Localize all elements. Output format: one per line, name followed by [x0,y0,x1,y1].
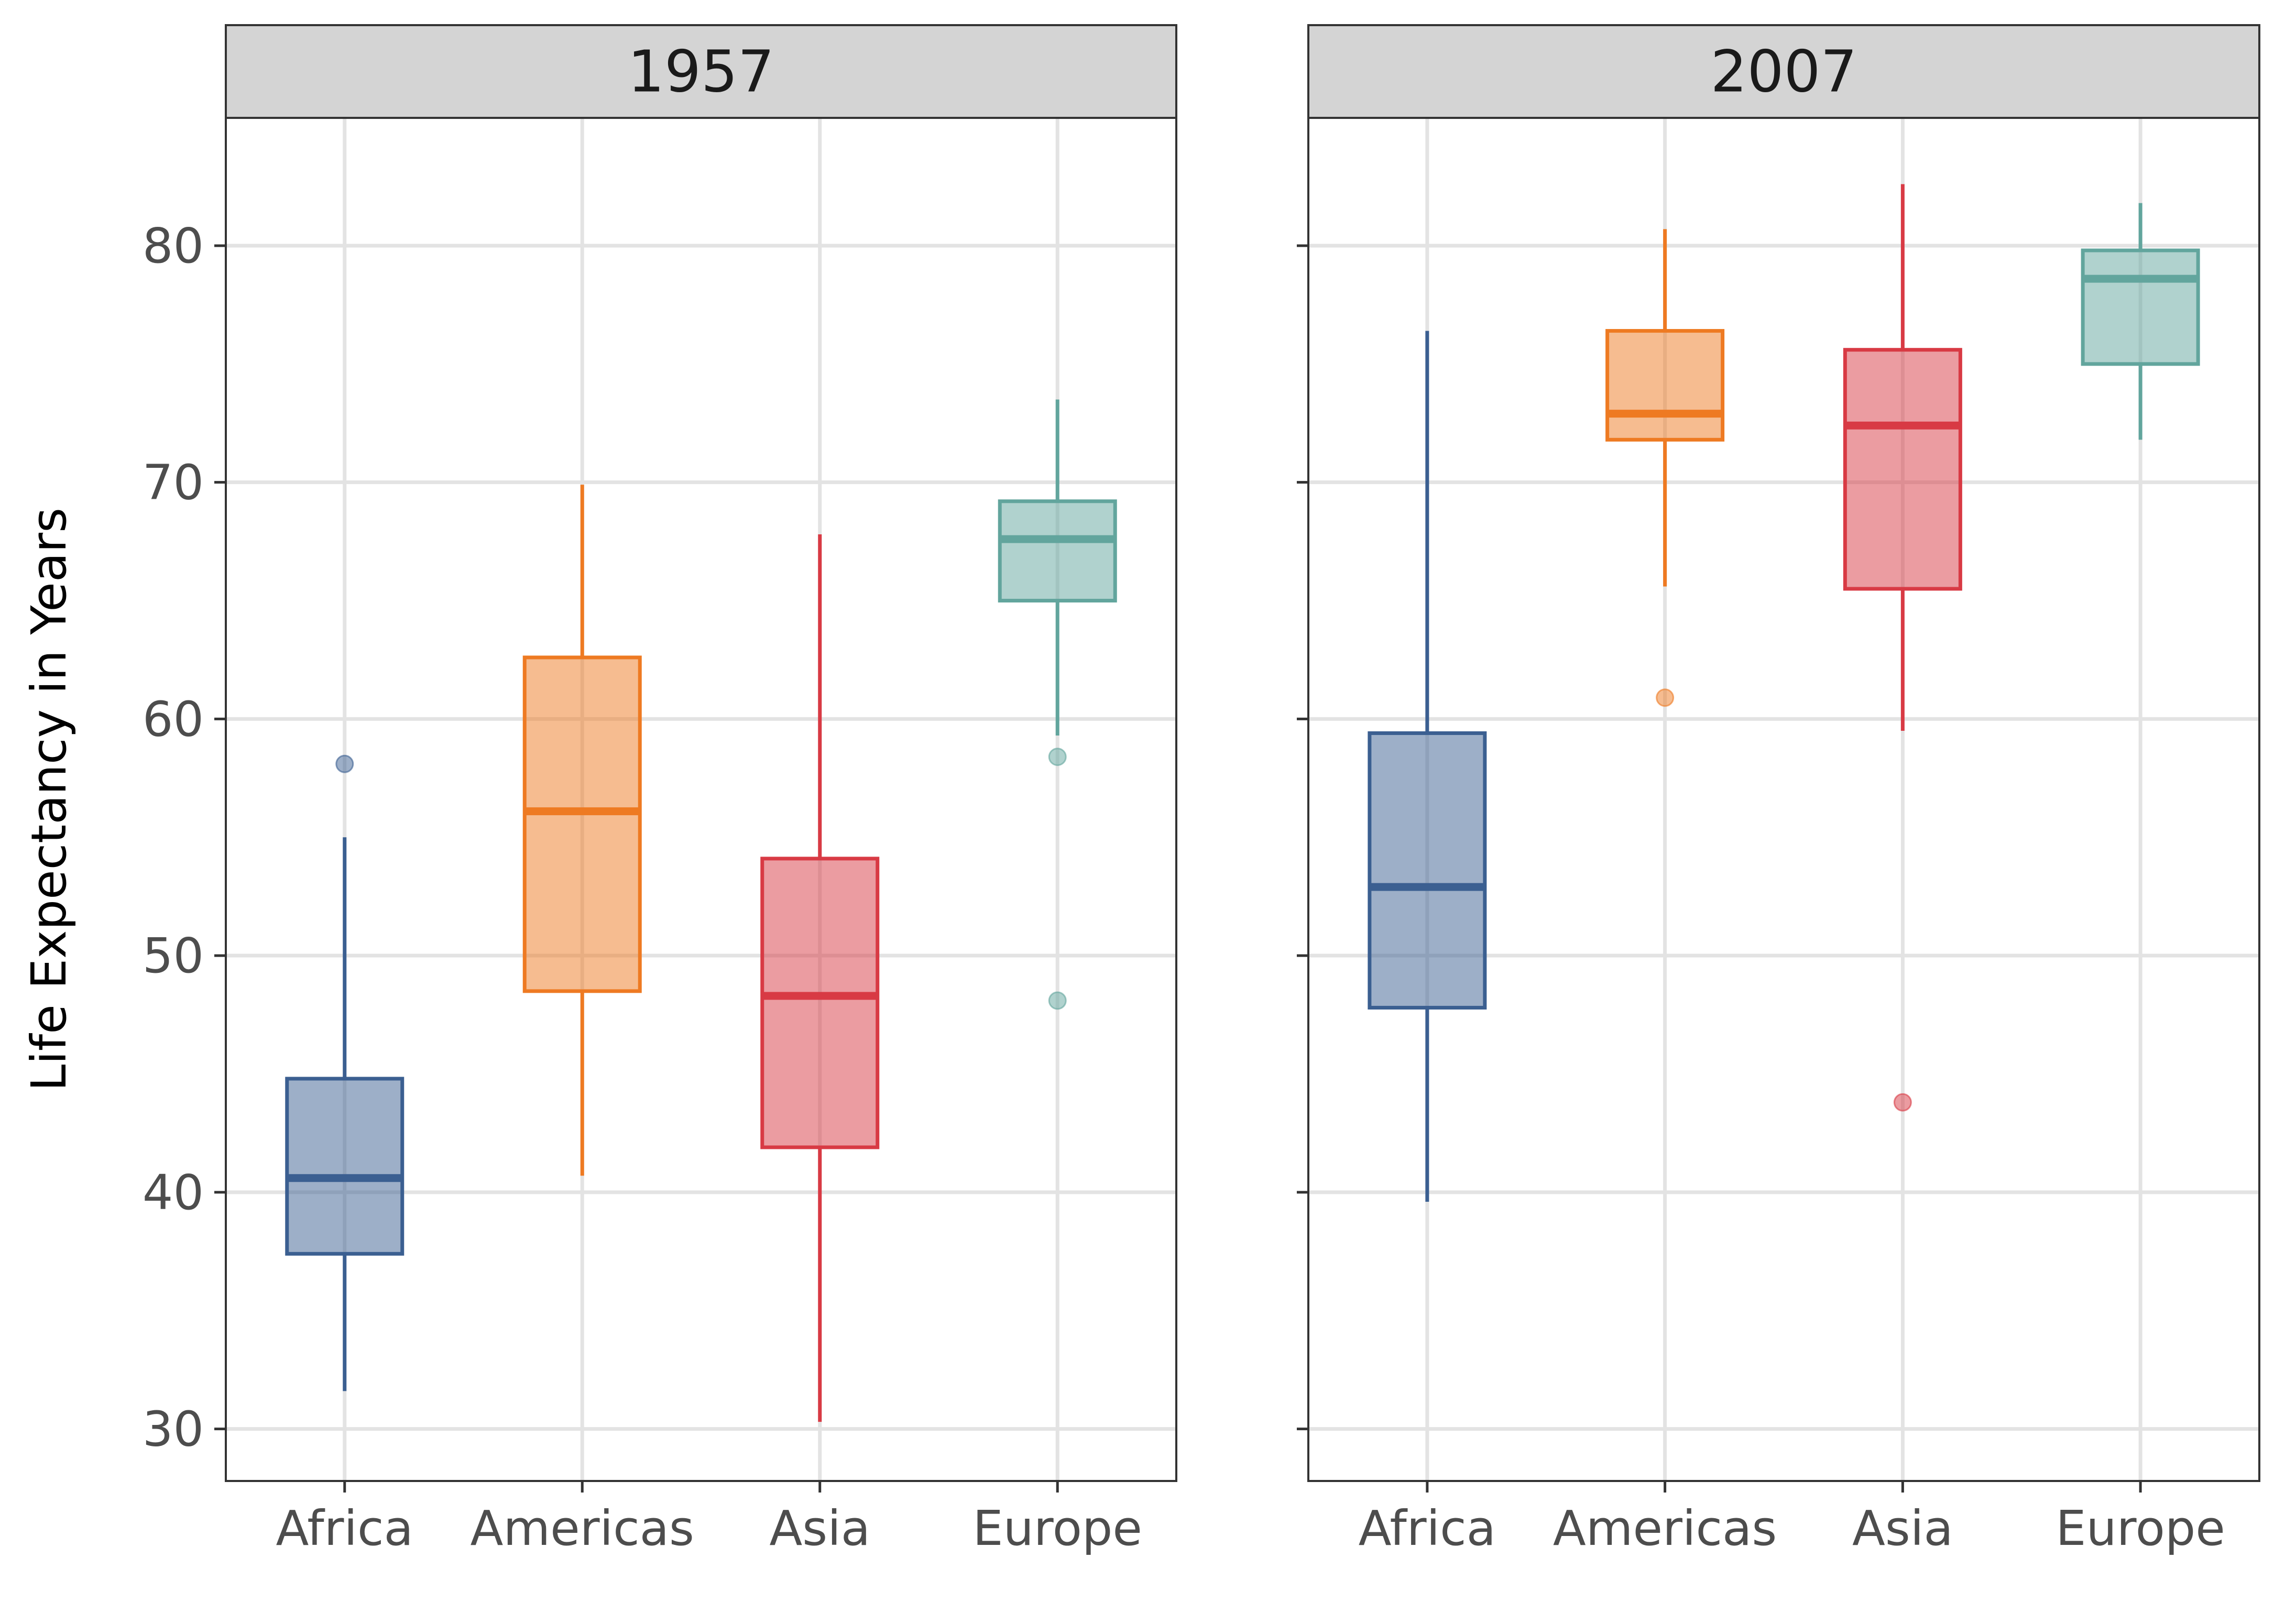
y-tick-label-60: 60 [143,691,204,747]
box-iqr [522,655,642,993]
y-tick-label-50: 50 [143,928,204,984]
box-iqr [285,1077,404,1256]
box-americas-1957 [522,485,642,1176]
facet-strip-label: 1957 [628,38,774,105]
outlier-point [335,754,354,773]
box-iqr [1605,329,1725,442]
x-tick-label-europe: Europe [972,1500,1142,1556]
outlier-point [1048,748,1067,766]
box-africa-1957 [285,754,404,1391]
panel-border [1307,117,2260,1482]
facet-strip-label: 2007 [1711,38,1857,105]
box-americas-2007 [1605,229,1725,707]
x-tick-label-asia: Asia [769,1500,870,1556]
y-tick-label-30: 30 [143,1401,204,1457]
box-iqr [1368,731,1487,1010]
y-tick-label-80: 80 [143,218,204,274]
outlier-point [1656,688,1675,707]
panel-border [225,117,1177,1482]
box-iqr [998,499,1117,603]
panel-background [226,118,1176,1481]
y-tick-label-40: 40 [143,1165,204,1221]
box-asia-2007 [1843,184,1962,1112]
box-africa-2007 [1368,331,1487,1202]
facet-strip [225,24,1177,119]
box-europe-2007 [2081,203,2200,440]
x-tick-label-africa: Africa [276,1500,413,1556]
outlier-point [1893,1093,1912,1112]
y-tick-label-70: 70 [143,455,204,511]
x-tick-label-americas: Americas [1553,1500,1777,1556]
x-tick-label-americas: Americas [471,1500,694,1556]
outlier-point [1048,991,1067,1010]
box-iqr [760,857,880,1149]
facet-panel-2007: 2007 Africa Americas Asia Europe [1297,24,2260,1556]
box-iqr [2081,248,2200,366]
box-iqr [1843,348,1962,591]
box-asia-1957 [760,534,880,1422]
x-tick-label-africa: Africa [1359,1500,1496,1556]
x-tick-label-asia: Asia [1852,1500,1953,1556]
box-europe-1957 [998,399,1117,1010]
y-axis-title: Life Expectancy in Years [21,508,77,1091]
x-tick-label-europe: Europe [2056,1500,2225,1556]
facet-panel-1957: 1957 Africa Americas Asia Europe 30 40 50 60 70 80 [143,24,1177,1556]
